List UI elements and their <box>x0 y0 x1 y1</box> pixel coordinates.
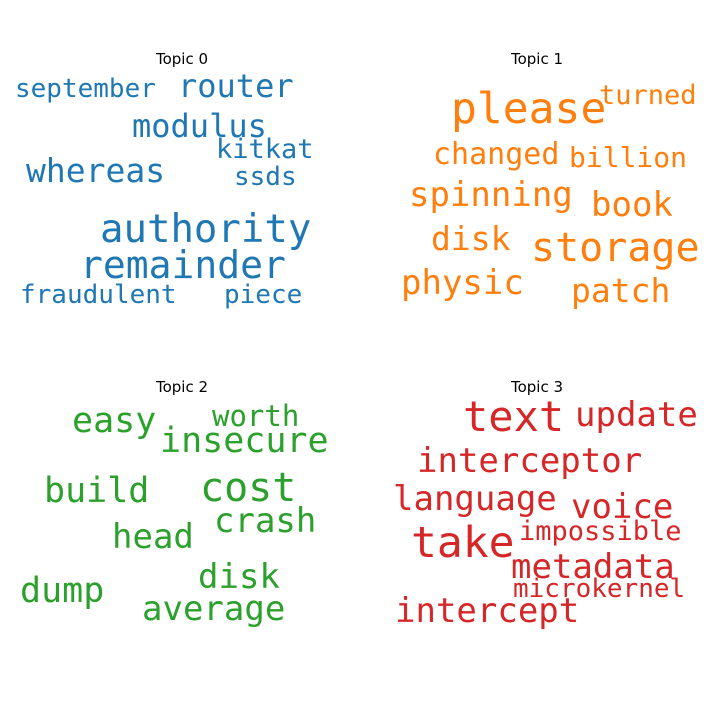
topic-0-title: Topic 0 <box>155 50 209 68</box>
word-impossible: impossible <box>519 516 682 547</box>
word-disk: disk <box>198 557 280 597</box>
word-text: text <box>463 392 565 441</box>
word-dump: dump <box>20 571 105 611</box>
word-take: take <box>411 518 515 568</box>
word-crash: crash <box>214 501 317 541</box>
topic-1-title: Topic 1 <box>510 50 564 68</box>
word-authority: authority <box>100 207 312 252</box>
topic-3-title: Topic 3 <box>510 378 564 396</box>
word-storage: storage <box>531 225 700 271</box>
word-billion: billion <box>569 141 688 174</box>
word-disk: disk <box>431 219 511 258</box>
word-changed: changed <box>433 137 560 172</box>
word-modulus: modulus <box>132 107 267 145</box>
word-remainder: remainder <box>80 243 286 287</box>
word-fraudulent: fraudulent <box>20 280 177 310</box>
word-metadata: metadata <box>511 547 675 587</box>
word-september: september <box>15 74 156 104</box>
word-book: book <box>591 185 673 225</box>
word-patch: patch <box>571 271 671 310</box>
topic-3-panel: Topic 3 text update interceptor language… <box>367 328 707 628</box>
word-physic: physic <box>401 263 524 303</box>
word-whereas: whereas <box>26 151 166 190</box>
word-head: head <box>112 517 194 557</box>
word-piece: piece <box>224 280 303 310</box>
topic-1-panel: Topic 1 please turned changed billion sp… <box>367 0 707 307</box>
topic-0-panel: Topic 0 september router modulus kitkat … <box>12 0 352 308</box>
word-language: language <box>393 479 557 519</box>
word-average: average <box>142 589 286 629</box>
word-please: please <box>451 84 607 134</box>
word-cost: cost <box>200 465 297 511</box>
word-update: update <box>575 395 698 435</box>
word-voice: voice <box>571 487 674 527</box>
topic-2-panel: Topic 2 easy worth insecure cost build c… <box>12 328 352 628</box>
word-build: build <box>44 471 150 511</box>
word-insecure: insecure <box>160 421 329 461</box>
topic-2-title: Topic 2 <box>155 378 209 396</box>
word-turned: turned <box>599 80 697 111</box>
word-intercept: intercept <box>395 591 580 631</box>
word-ssds: ssds <box>234 162 297 192</box>
word-kitkat: kitkat <box>216 134 314 165</box>
word-spinning: spinning <box>409 175 573 215</box>
word-interceptor: interceptor <box>417 441 643 481</box>
word-easy: easy <box>72 401 157 441</box>
word-worth: worth <box>212 399 300 433</box>
word-microkernel: microkernel <box>513 574 686 604</box>
word-router: router <box>178 67 294 105</box>
